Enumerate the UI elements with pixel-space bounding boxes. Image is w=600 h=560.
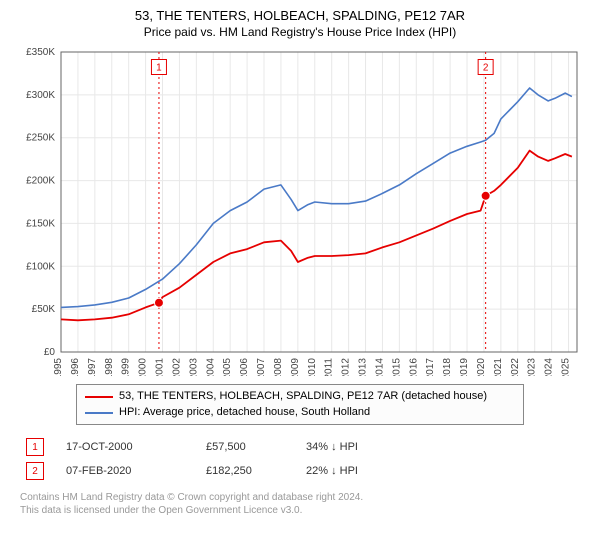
svg-text:2021: 2021 [493, 358, 504, 376]
sale-row: 2 07-FEB-2020£182,25022% ↓ HPI [20, 459, 580, 483]
line-chart-svg: £0 £50K £100K £150K £200K £250K £300K £350K 1995… [15, 46, 585, 376]
sale-price: £182,250 [206, 465, 306, 477]
sale-price: £57,500 [206, 441, 306, 453]
svg-text:2011: 2011 [324, 358, 335, 376]
svg-text:2006: 2006 [239, 358, 250, 376]
sale-marker-badge: 2 [26, 462, 44, 480]
svg-text:2022: 2022 [510, 358, 521, 376]
svg-text:1997: 1997 [87, 358, 98, 376]
svg-text:2005: 2005 [222, 358, 233, 376]
svg-text:2013: 2013 [358, 358, 369, 376]
chart-title: 53, THE TENTERS, HOLBEACH, SPALDING, PE1… [12, 8, 588, 25]
svg-text:£300K: £300K [26, 90, 55, 101]
svg-text:2002: 2002 [171, 358, 182, 376]
svg-text:2016: 2016 [408, 358, 419, 376]
svg-text:2012: 2012 [341, 358, 352, 376]
svg-text:£200K: £200K [26, 176, 55, 187]
svg-text:£50K: £50K [32, 305, 56, 316]
footer-line-2: This data is licensed under the Open Gov… [20, 504, 580, 517]
footer-line-1: Contains HM Land Registry data © Crown c… [20, 491, 580, 504]
svg-text:2017: 2017 [425, 358, 436, 376]
svg-text:1996: 1996 [70, 358, 81, 376]
svg-text:£100K: £100K [26, 262, 55, 273]
legend-label: 53, THE TENTERS, HOLBEACH, SPALDING, PE1… [119, 389, 487, 404]
svg-text:£150K: £150K [26, 219, 55, 230]
svg-text:2025: 2025 [561, 358, 572, 376]
svg-text:2001: 2001 [155, 358, 166, 376]
chart-area: £0 £50K £100K £150K £200K £250K £300K £350K 1995… [15, 46, 585, 376]
svg-text:1998: 1998 [104, 358, 115, 376]
legend-label: HPI: Average price, detached house, Sout… [119, 405, 370, 420]
svg-text:2007: 2007 [256, 358, 267, 376]
legend-swatch [85, 396, 113, 398]
svg-text:1995: 1995 [53, 358, 64, 376]
chart-subtitle: Price paid vs. HM Land Registry's House … [12, 25, 588, 41]
svg-text:2020: 2020 [476, 358, 487, 376]
svg-text:2014: 2014 [374, 358, 385, 376]
sale-marker-badge: 1 [26, 438, 44, 456]
page-container: 53, THE TENTERS, HOLBEACH, SPALDING, PE1… [0, 0, 600, 525]
sales-table: 1 17-OCT-2000£57,50034% ↓ HPI 2 07-FEB-2020… [20, 435, 580, 483]
svg-text:2009: 2009 [290, 358, 301, 376]
svg-text:1: 1 [156, 63, 162, 74]
svg-text:£250K: £250K [26, 133, 55, 144]
svg-text:2004: 2004 [205, 358, 216, 376]
svg-text:2000: 2000 [138, 358, 149, 376]
svg-text:2003: 2003 [188, 358, 199, 376]
sale-delta: 22% ↓ HPI [306, 465, 426, 477]
svg-text:2008: 2008 [273, 358, 284, 376]
footer-attribution: Contains HM Land Registry data © Crown c… [20, 491, 580, 517]
svg-text:2023: 2023 [527, 358, 538, 376]
svg-text:2015: 2015 [391, 358, 402, 376]
svg-text:2018: 2018 [442, 358, 453, 376]
svg-text:2010: 2010 [307, 358, 318, 376]
sale-delta: 34% ↓ HPI [306, 441, 426, 453]
svg-text:2024: 2024 [544, 358, 555, 376]
svg-text:2019: 2019 [459, 358, 470, 376]
legend-row: 53, THE TENTERS, HOLBEACH, SPALDING, PE1… [85, 389, 515, 404]
sale-date: 07-FEB-2020 [66, 465, 206, 477]
sale-row: 1 17-OCT-2000£57,50034% ↓ HPI [20, 435, 580, 459]
svg-text:£0: £0 [44, 347, 56, 358]
svg-text:£350K: £350K [26, 47, 55, 58]
legend-swatch [85, 412, 113, 414]
svg-text:2: 2 [483, 63, 489, 74]
legend-box: 53, THE TENTERS, HOLBEACH, SPALDING, PE1… [76, 384, 524, 425]
legend-row: HPI: Average price, detached house, Sout… [85, 405, 515, 420]
sale-date: 17-OCT-2000 [66, 441, 206, 453]
svg-text:1999: 1999 [121, 358, 132, 376]
